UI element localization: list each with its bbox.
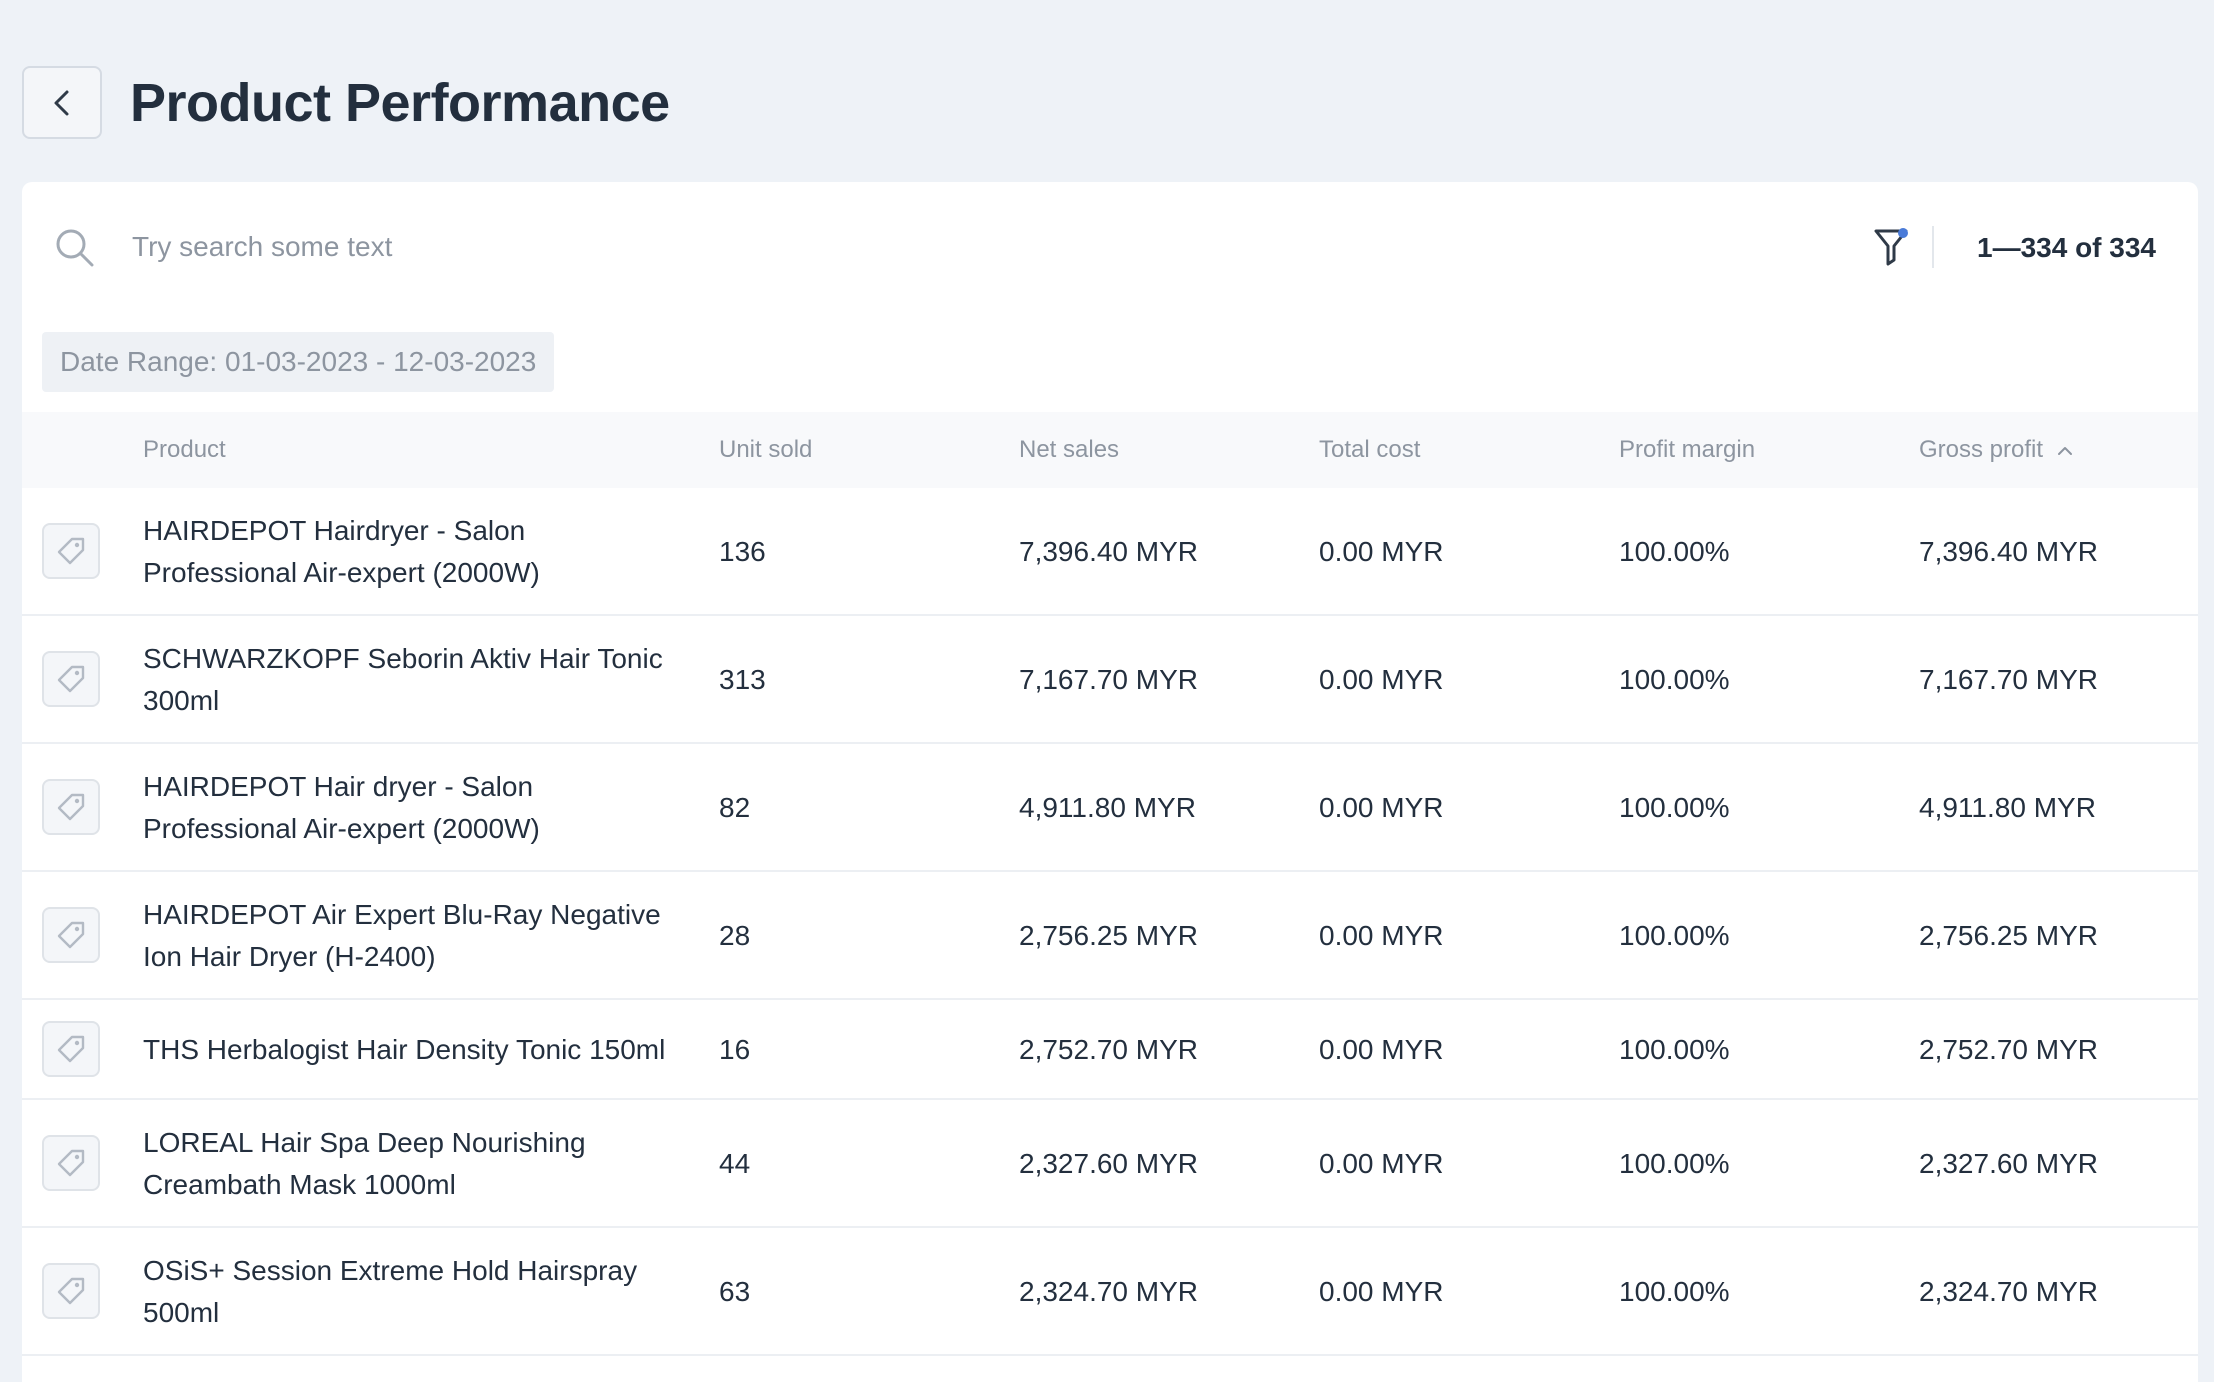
price-tag-icon [57, 537, 85, 565]
filter-button[interactable] [1866, 222, 1916, 272]
cell-product: LOREAL Hair Spa Deep Nourishing Creambat… [143, 1127, 586, 1200]
cell-profit-margin: 100.00% [1619, 1148, 1730, 1179]
cell-profit-margin: 100.00% [1619, 536, 1730, 567]
cell-unit-sold: 16 [719, 1034, 751, 1065]
chevron-left-icon [54, 90, 69, 115]
cell-total-cost: 0.00 MYR [1319, 920, 1444, 951]
cell-total-cost: 0.00 MYR [1319, 664, 1444, 695]
cell-profit-margin: 100.00% [1619, 920, 1730, 951]
cell-total-cost: 0.00 MYR [1319, 792, 1444, 823]
cell-unit-sold: 313 [719, 664, 766, 695]
column-header-unit-sold[interactable]: Unit sold [719, 436, 813, 463]
date-range-chip[interactable]: Date Range: 01-03-2023 - 12-03-2023 [42, 332, 555, 392]
search-input[interactable] [132, 222, 1732, 272]
table-row[interactable]: HAIRDEPOT Hair dryer - Salon Professiona… [22, 744, 2198, 872]
table-row[interactable]: LOREAL Hair Spa Deep Nourishing Creambat… [22, 1100, 2198, 1228]
cell-net-sales: 4,911.80 MYR [1019, 792, 1196, 823]
column-header-gross-profit-label: Gross profit [1919, 436, 2044, 463]
product-icon [42, 779, 100, 835]
page-header: Product Performance [22, 66, 670, 139]
cell-gross-profit: 7,396.40 MYR [1919, 536, 2098, 567]
cell-product: HAIRDEPOT Air Expert Blu-Ray Negative Io… [143, 899, 661, 972]
cell-net-sales: 2,327.60 MYR [1019, 1148, 1198, 1179]
table-row[interactable]: HAIRDEPOT Hairdryer - Salon Professional… [22, 488, 2198, 616]
table-row[interactable]: OSiS+ Session Extreme Hold Hairspray 500… [22, 1228, 2198, 1356]
table-row[interactable]: SCHWARZKOPF Seborin Aktiv Hair Tonic 300… [22, 616, 2198, 744]
cell-profit-margin: 100.00% [1619, 792, 1730, 823]
price-tag-icon [57, 921, 85, 949]
cell-total-cost: 0.00 MYR [1319, 1148, 1444, 1179]
column-header-net-sales[interactable]: Net sales [1019, 436, 1120, 463]
cell-gross-profit: 2,756.25 MYR [1919, 920, 2098, 951]
cell-unit-sold: 82 [719, 792, 751, 823]
product-icon [42, 651, 100, 707]
divider [1932, 226, 1934, 268]
cell-total-cost: 0.00 MYR [1319, 536, 1444, 567]
table-row[interactable]: THS Herbalogist Hair Density Tonic 150ml… [22, 1000, 2198, 1100]
performance-card: 1—334 of 334 Date Range: 01-03-2023 - 12… [22, 182, 2198, 1382]
cell-gross-profit: 4,911.80 MYR [1919, 792, 2096, 823]
cell-total-cost: 0.00 MYR [1319, 1276, 1444, 1307]
page-title: Product Performance [130, 72, 670, 133]
table-header: Product Unit sold Net sales Total cost P… [22, 412, 2198, 488]
cell-product: SCHWARZKOPF Seborin Aktiv Hair Tonic 300… [143, 643, 663, 716]
cell-gross-profit: 7,167.70 MYR [1919, 664, 2098, 695]
cell-net-sales: 2,756.25 MYR [1019, 920, 1198, 951]
cell-net-sales: 7,167.70 MYR [1019, 664, 1198, 695]
cell-gross-profit: 2,327.60 MYR [1919, 1148, 2098, 1179]
table-row[interactable]: HAIRDEPOT Air Expert Blu-Ray Negative Io… [22, 872, 2198, 1000]
pagination-range: 1—334 of 334 [1977, 232, 2156, 263]
cell-profit-margin: 100.00% [1619, 664, 1730, 695]
price-tag-icon [57, 1277, 85, 1305]
cell-gross-profit: 2,324.70 MYR [1919, 1276, 2098, 1307]
search-bar: 1—334 of 334 [22, 182, 2198, 312]
cell-profit-margin: 100.00% [1619, 1276, 1730, 1307]
product-icon [42, 1021, 100, 1077]
table-body: HAIRDEPOT Hairdryer - Salon Professional… [22, 488, 2198, 1356]
price-tag-icon [57, 665, 85, 693]
cell-product: HAIRDEPOT Hairdryer - Salon Professional… [143, 515, 540, 588]
column-header-gross-profit[interactable]: Gross profit [1919, 436, 2073, 464]
cell-product: HAIRDEPOT Hair dryer - Salon Professiona… [143, 771, 540, 844]
product-icon [42, 1135, 100, 1191]
cell-unit-sold: 44 [719, 1148, 751, 1179]
cell-net-sales: 2,752.70 MYR [1019, 1034, 1198, 1065]
cell-product: OSiS+ Session Extreme Hold Hairspray 500… [143, 1255, 638, 1328]
price-tag-icon [57, 793, 85, 821]
cell-unit-sold: 63 [719, 1276, 751, 1307]
cell-product: THS Herbalogist Hair Density Tonic 150ml [143, 1034, 666, 1065]
column-header-total-cost[interactable]: Total cost [1319, 436, 1421, 463]
product-icon [42, 1263, 100, 1319]
cell-unit-sold: 136 [719, 536, 766, 567]
price-tag-icon [57, 1149, 85, 1177]
cell-unit-sold: 28 [719, 920, 751, 951]
product-icon [42, 907, 100, 963]
product-icon [42, 523, 100, 579]
search-icon [56, 229, 94, 267]
column-header-product[interactable]: Product [143, 436, 226, 463]
cell-net-sales: 2,324.70 MYR [1019, 1276, 1198, 1307]
back-button[interactable] [22, 66, 102, 139]
price-tag-icon [57, 1035, 85, 1063]
chevron-up-icon [2058, 447, 2073, 455]
filter-active-dot [1898, 228, 1908, 238]
cell-net-sales: 7,396.40 MYR [1019, 536, 1198, 567]
cell-total-cost: 0.00 MYR [1319, 1034, 1444, 1065]
cell-profit-margin: 100.00% [1619, 1034, 1730, 1065]
cell-gross-profit: 2,752.70 MYR [1919, 1034, 2098, 1065]
column-header-profit-margin[interactable]: Profit margin [1619, 436, 1756, 463]
